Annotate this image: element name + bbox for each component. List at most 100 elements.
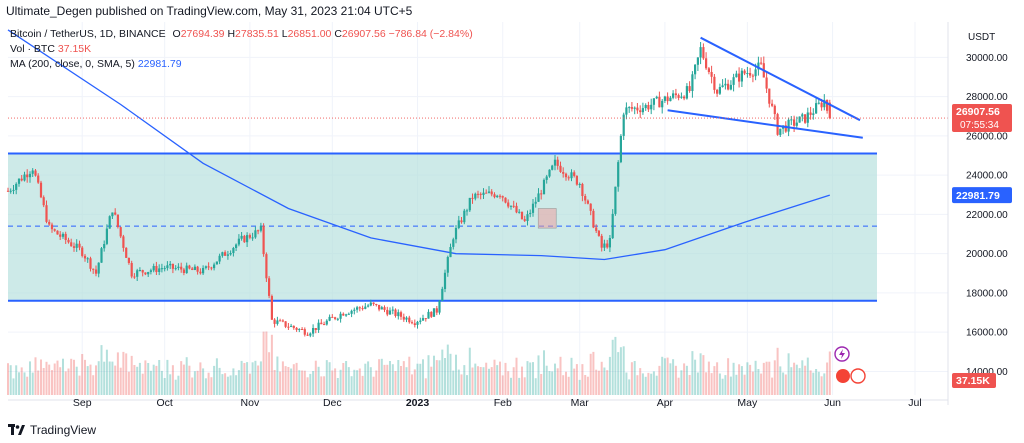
- candle-body: [809, 112, 812, 115]
- candle-body: [628, 107, 631, 109]
- candle-body: [169, 263, 172, 266]
- volume-bar: [169, 374, 172, 395]
- candle-body: [476, 193, 480, 195]
- volume-bar: [496, 365, 499, 395]
- candle-body: [147, 272, 150, 275]
- candle-body: [597, 230, 600, 236]
- volume-bar: [339, 369, 342, 395]
- volume-last-label: 37.15K: [956, 375, 990, 387]
- candle-body: [663, 96, 666, 101]
- volume-bar: [7, 363, 9, 395]
- candle-body: [567, 177, 570, 179]
- volume-bar: [408, 356, 411, 395]
- volume-bar: [735, 374, 738, 395]
- candle-body: [636, 107, 639, 111]
- candle-body: [386, 309, 389, 315]
- candle-body: [334, 317, 337, 319]
- volume-bar: [729, 376, 732, 395]
- candle-body: [760, 62, 763, 64]
- symbol-title[interactable]: Bitcoin / TetherUS, 1D, BINANCE: [10, 28, 166, 40]
- candle-body: [427, 311, 430, 319]
- candle-body: [191, 268, 194, 270]
- candle-body: [328, 316, 331, 321]
- candle-body: [295, 327, 298, 330]
- volume-bar: [345, 361, 348, 395]
- candle-body: [213, 264, 216, 269]
- candle-body: [31, 170, 34, 174]
- candle-body: [312, 328, 315, 334]
- volume-bar: [433, 355, 435, 395]
- candle-body: [430, 311, 433, 317]
- volume-bar: [213, 365, 216, 395]
- volume-bar: [246, 362, 249, 395]
- volume-bar: [180, 361, 183, 395]
- candle-body: [710, 72, 713, 77]
- price-tick-label: 24000.00: [966, 171, 1008, 182]
- candle-body: [375, 304, 378, 305]
- volume-bar: [518, 377, 521, 395]
- candle-body: [331, 316, 334, 318]
- volume-bar: [364, 363, 367, 395]
- candle-body: [534, 201, 537, 204]
- volume-bar: [108, 361, 111, 395]
- candle-body: [688, 86, 691, 91]
- volume-bar: [325, 360, 328, 395]
- volume-label[interactable]: Vol · BTC: [10, 43, 55, 55]
- candle-body: [537, 193, 540, 202]
- time-tick-label: Jun: [824, 397, 841, 409]
- candle-body: [138, 270, 141, 271]
- publication-header: Ultimate_Degen published on TradingView.…: [0, 0, 1024, 22]
- volume-bar: [422, 359, 424, 395]
- candle-body: [89, 258, 92, 269]
- candle-body: [394, 309, 397, 316]
- candle-body: [367, 305, 370, 307]
- candle-body: [705, 58, 708, 69]
- volume-bar: [732, 362, 735, 395]
- volume-bar: [268, 352, 271, 395]
- volume-bar: [526, 361, 529, 395]
- candle-body: [86, 258, 89, 260]
- volume-bar: [743, 374, 746, 395]
- candle-body: [210, 267, 213, 269]
- volume-bar: [820, 376, 823, 395]
- volume-bar: [798, 368, 801, 395]
- price-tick-label: 30000.00: [966, 53, 1008, 64]
- volume-bar: [716, 362, 719, 395]
- candle-body: [468, 197, 471, 211]
- candle-body: [586, 200, 589, 204]
- volume-bar: [578, 379, 581, 395]
- candle-body: [391, 309, 394, 311]
- candle-body: [435, 308, 438, 313]
- volume-bar: [116, 352, 119, 395]
- price-tick-label: 20000.00: [966, 249, 1008, 260]
- volume-bar: [699, 353, 702, 395]
- candle-body: [575, 175, 578, 185]
- candle-body: [727, 83, 730, 90]
- volume-bar: [378, 359, 381, 395]
- candle-body: [23, 174, 26, 181]
- candle-body: [53, 229, 56, 231]
- candle-body: [130, 263, 133, 277]
- volume-bar: [749, 364, 752, 395]
- candle-body: [42, 197, 45, 206]
- ma-label[interactable]: MA (200, close, 0, SMA, 5): [10, 58, 135, 70]
- volume-bar: [119, 367, 122, 395]
- candle-body: [680, 96, 683, 98]
- volume-bar: [809, 370, 812, 395]
- volume-bar: [347, 367, 350, 395]
- volume-bar: [724, 375, 727, 395]
- volume-bar: [760, 373, 763, 395]
- candle-body: [738, 73, 741, 82]
- volume-bar: [204, 378, 207, 395]
- candle-body: [531, 203, 535, 213]
- volume-bar: [40, 359, 42, 395]
- volume-bar: [570, 357, 573, 395]
- volume-bar: [705, 372, 708, 395]
- candle-body: [622, 114, 625, 136]
- candle-body: [699, 47, 702, 58]
- volume-bar: [534, 378, 537, 395]
- volume-bar: [328, 362, 331, 395]
- volume-bar: [537, 355, 540, 395]
- wedge-upper-line: [700, 36, 861, 122]
